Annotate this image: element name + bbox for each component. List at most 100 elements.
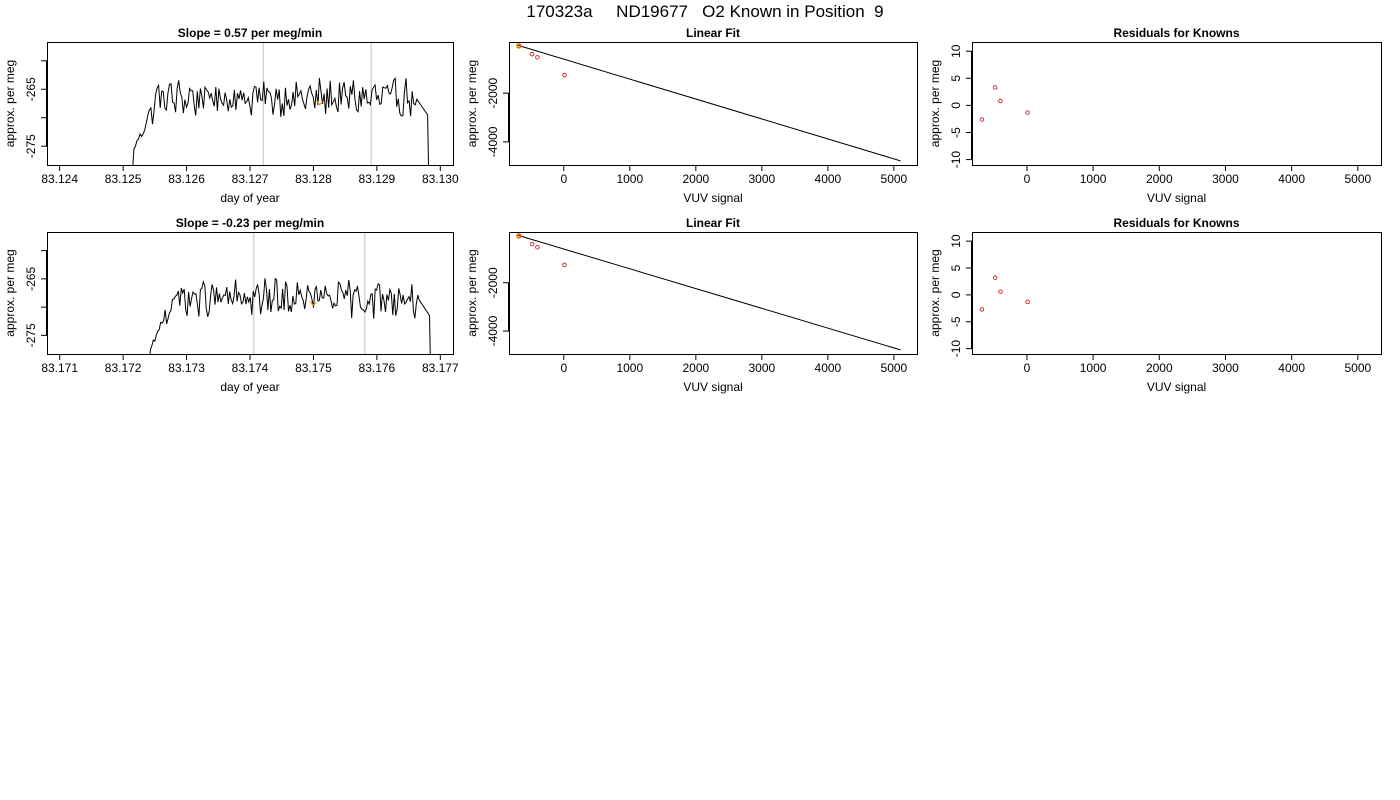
plot-area xyxy=(132,42,429,165)
x-tick-label: 4000 xyxy=(1278,361,1305,375)
x-tick-label: 1000 xyxy=(1080,361,1107,375)
x-tick-label: 83.129 xyxy=(359,172,396,186)
x-tick-label: 83.128 xyxy=(295,172,332,186)
panel-title: Residuals for Knowns xyxy=(1113,216,1239,230)
x-tick-label: 83.125 xyxy=(105,172,142,186)
x-tick-label: 1000 xyxy=(616,172,643,186)
plot-frame xyxy=(509,42,918,166)
y-tick-label: 0 xyxy=(949,291,963,298)
x-tick-label: 1000 xyxy=(616,361,643,375)
known-point xyxy=(992,275,998,280)
x-tick-label: 83.174 xyxy=(232,361,269,375)
y-axis-label: approx. per meg xyxy=(928,249,942,336)
x-tick-label: 83.126 xyxy=(168,172,205,186)
x-tick-label: 5000 xyxy=(1344,172,1371,186)
panel-1: Slope = 0.57 per meg/min 83.124 83.125 83.1… xyxy=(3,26,459,205)
x-tick-label: 2000 xyxy=(682,361,709,375)
known-point xyxy=(1025,299,1030,305)
y-tick-label: -4000 xyxy=(486,126,500,157)
y-tick-label: 5 xyxy=(949,75,963,82)
known-point xyxy=(1025,110,1030,115)
plot-frame xyxy=(509,232,918,355)
x-tick-label: 4000 xyxy=(815,172,842,186)
plot-area xyxy=(516,42,901,162)
signal-trace xyxy=(149,277,431,354)
x-tick-label: 5000 xyxy=(881,361,908,375)
x-tick-label: 3000 xyxy=(749,361,776,375)
y-tick-label: -265 xyxy=(24,267,38,291)
x-tick-label: 0 xyxy=(560,172,567,186)
x-axis-label: VUV signal xyxy=(683,380,742,394)
known-point xyxy=(529,241,535,247)
y-axis-label: approx. per meg xyxy=(3,249,17,336)
y-tick-label: -5 xyxy=(949,316,963,327)
known-point xyxy=(516,43,522,49)
known-point xyxy=(992,85,998,90)
y-tick-label: 10 xyxy=(949,234,963,248)
x-tick-label: 5000 xyxy=(1344,361,1371,375)
x-axis-label: VUV signal xyxy=(1147,191,1206,205)
x-axis-label: VUV signal xyxy=(1147,380,1206,394)
plot-frame xyxy=(972,232,1382,355)
plot-frame xyxy=(47,232,454,355)
plot-frame xyxy=(972,42,1382,166)
x-tick-label: 83.175 xyxy=(295,361,332,375)
plot-area xyxy=(979,85,1030,122)
y-tick-label: -5 xyxy=(949,127,963,138)
panel-title: Residuals for Knowns xyxy=(1113,26,1239,40)
plot-area xyxy=(516,232,901,351)
y-tick-label: 10 xyxy=(949,44,963,58)
x-tick-label: 3000 xyxy=(1212,172,1239,186)
highlight-point xyxy=(516,232,522,239)
highlight-sample xyxy=(316,100,324,106)
x-axis-label: VUV signal xyxy=(683,191,742,205)
panel-title: Linear Fit xyxy=(686,26,740,40)
panel-title: Slope = -0.23 per meg/min xyxy=(176,216,324,230)
highlight-sample xyxy=(309,301,317,307)
highlight-point xyxy=(516,42,522,49)
x-tick-label: 83.173 xyxy=(168,361,205,375)
x-tick-label: 83.124 xyxy=(41,172,78,186)
known-point xyxy=(562,262,567,268)
y-tick-label: -275 xyxy=(24,134,38,158)
x-tick-label: 3000 xyxy=(1212,361,1239,375)
x-axis-label: day of year xyxy=(220,380,279,394)
x-tick-label: 2000 xyxy=(682,172,709,186)
y-tick-label: 5 xyxy=(949,264,963,271)
x-tick-label: 83.172 xyxy=(105,361,142,375)
x-tick-label: 4000 xyxy=(1278,172,1305,186)
y-tick-label: -2000 xyxy=(486,267,500,298)
panel-3: Residuals for Knowns 0 1000 2000 3000 4000 500… xyxy=(928,26,1382,205)
y-tick-label: -4000 xyxy=(486,315,500,346)
y-axis-label: approx. per meg xyxy=(3,60,17,147)
signal-trace xyxy=(132,77,429,165)
known-point xyxy=(535,55,540,60)
known-point xyxy=(516,233,522,239)
known-point xyxy=(535,244,540,250)
known-point xyxy=(979,117,985,122)
plot-area xyxy=(979,275,1030,312)
x-tick-label: 0 xyxy=(560,361,567,375)
x-tick-label: 3000 xyxy=(749,172,776,186)
y-axis-label: approx. per meg xyxy=(465,249,479,336)
y-tick-label: -10 xyxy=(949,151,963,169)
x-tick-label: 0 xyxy=(1024,361,1031,375)
plot-frame xyxy=(47,42,454,166)
known-point xyxy=(529,51,535,57)
x-tick-label: 83.177 xyxy=(422,361,459,375)
y-axis-label: approx. per meg xyxy=(928,60,942,147)
known-point xyxy=(998,289,1003,294)
x-axis-label: day of year xyxy=(220,191,279,205)
y-tick-label: -275 xyxy=(24,323,38,347)
y-tick-label: -2000 xyxy=(486,77,500,108)
plot-area xyxy=(149,232,431,354)
x-tick-label: 83.130 xyxy=(422,172,459,186)
panel-2: Linear Fit 0 1000 2000 3000 4000 5000 VUV signa… xyxy=(465,26,918,205)
fit-line xyxy=(518,234,901,351)
x-tick-label: 4000 xyxy=(815,361,842,375)
panel-5: Linear Fit 0 1000 2000 3000 4000 5000 VUV signa… xyxy=(465,216,918,394)
x-tick-label: 83.127 xyxy=(232,172,269,186)
y-axis-label: approx. per meg xyxy=(465,60,479,147)
panel-6: Residuals for Knowns 0 1000 2000 3000 4000 500… xyxy=(928,216,1382,394)
